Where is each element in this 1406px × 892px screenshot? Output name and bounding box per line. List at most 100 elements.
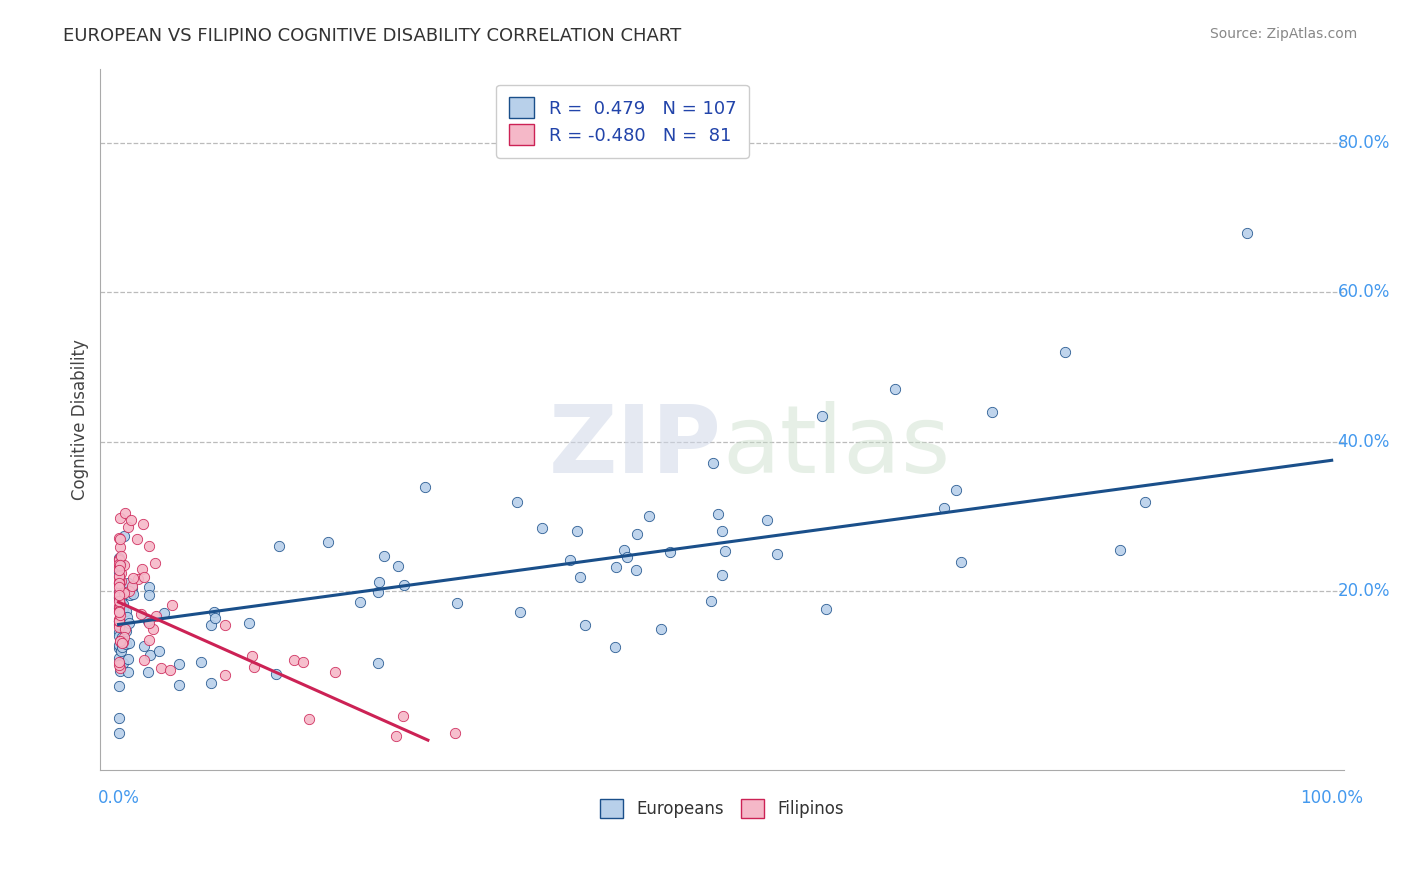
- Point: [107, 588, 129, 602]
- Point: [107, 605, 129, 619]
- Point: [385, 730, 408, 744]
- Point: [108, 655, 131, 669]
- Point: [108, 556, 131, 570]
- Point: [108, 664, 131, 678]
- Point: [110, 575, 132, 590]
- Point: [107, 594, 129, 608]
- Point: [138, 616, 160, 631]
- Point: [110, 574, 132, 588]
- Point: [574, 617, 596, 632]
- Point: [269, 539, 291, 553]
- Point: [132, 570, 155, 584]
- Point: [108, 511, 131, 525]
- Text: atlas: atlas: [723, 401, 950, 493]
- Point: [112, 529, 135, 543]
- Point: [443, 726, 465, 740]
- Point: [108, 638, 131, 652]
- Point: [811, 409, 834, 423]
- Point: [509, 605, 531, 619]
- Point: [110, 541, 132, 555]
- Point: [139, 648, 162, 662]
- Point: [108, 620, 131, 634]
- Point: [1109, 542, 1132, 557]
- Point: [117, 652, 139, 666]
- Point: [114, 622, 136, 636]
- Point: [111, 656, 134, 670]
- Point: [387, 559, 409, 574]
- Text: Source: ZipAtlas.com: Source: ZipAtlas.com: [1209, 27, 1357, 41]
- Point: [702, 456, 724, 470]
- Point: [110, 644, 132, 658]
- Point: [107, 601, 129, 615]
- Point: [108, 597, 131, 611]
- Point: [1053, 345, 1076, 359]
- Point: [283, 653, 305, 667]
- Point: [214, 667, 236, 681]
- Text: 0.0%: 0.0%: [97, 789, 139, 806]
- Point: [107, 612, 129, 626]
- Point: [107, 650, 129, 665]
- Point: [626, 526, 648, 541]
- Point: [202, 605, 225, 619]
- Point: [132, 639, 155, 653]
- Point: [107, 551, 129, 566]
- Point: [108, 614, 131, 628]
- Point: [107, 614, 129, 628]
- Point: [107, 617, 129, 632]
- Point: [373, 549, 395, 563]
- Point: [108, 641, 131, 656]
- Point: [107, 679, 129, 693]
- Y-axis label: Cognitive Disability: Cognitive Disability: [72, 339, 89, 500]
- Point: [108, 725, 131, 739]
- Point: [531, 521, 554, 535]
- Point: [446, 596, 468, 610]
- Point: [238, 615, 260, 630]
- Point: [121, 582, 143, 596]
- Point: [613, 542, 636, 557]
- Point: [884, 383, 907, 397]
- Point: [108, 605, 131, 619]
- Point: [121, 587, 143, 601]
- Point: [167, 678, 190, 692]
- Point: [167, 657, 190, 671]
- Point: [107, 711, 129, 725]
- Point: [129, 607, 152, 622]
- Point: [125, 532, 148, 546]
- Point: [108, 591, 131, 606]
- Point: [108, 566, 131, 580]
- Text: EUROPEAN VS FILIPINO COGNITIVE DISABILITY CORRELATION CHART: EUROPEAN VS FILIPINO COGNITIVE DISABILIT…: [63, 27, 682, 45]
- Text: 40.0%: 40.0%: [1337, 433, 1391, 450]
- Text: 20.0%: 20.0%: [1337, 582, 1391, 600]
- Point: [605, 559, 627, 574]
- Point: [108, 559, 131, 574]
- Point: [108, 570, 131, 584]
- Point: [117, 520, 139, 534]
- Point: [616, 550, 638, 565]
- Point: [111, 597, 134, 611]
- Point: [112, 630, 135, 644]
- Point: [107, 580, 129, 594]
- Point: [200, 676, 222, 690]
- Point: [1133, 495, 1156, 509]
- Point: [349, 594, 371, 608]
- Point: [932, 500, 955, 515]
- Point: [814, 601, 837, 615]
- Point: [107, 569, 129, 583]
- Point: [111, 589, 134, 603]
- Point: [112, 623, 135, 637]
- Point: [117, 576, 139, 591]
- Point: [120, 513, 142, 527]
- Point: [108, 553, 131, 567]
- Text: ZIP: ZIP: [550, 401, 723, 493]
- Point: [323, 665, 346, 679]
- Point: [107, 618, 129, 632]
- Point: [110, 586, 132, 600]
- Point: [107, 585, 129, 599]
- Point: [710, 524, 733, 538]
- Point: [114, 506, 136, 520]
- Point: [142, 622, 165, 636]
- Point: [292, 655, 315, 669]
- Point: [127, 573, 149, 587]
- Point: [107, 552, 129, 566]
- Point: [107, 601, 129, 615]
